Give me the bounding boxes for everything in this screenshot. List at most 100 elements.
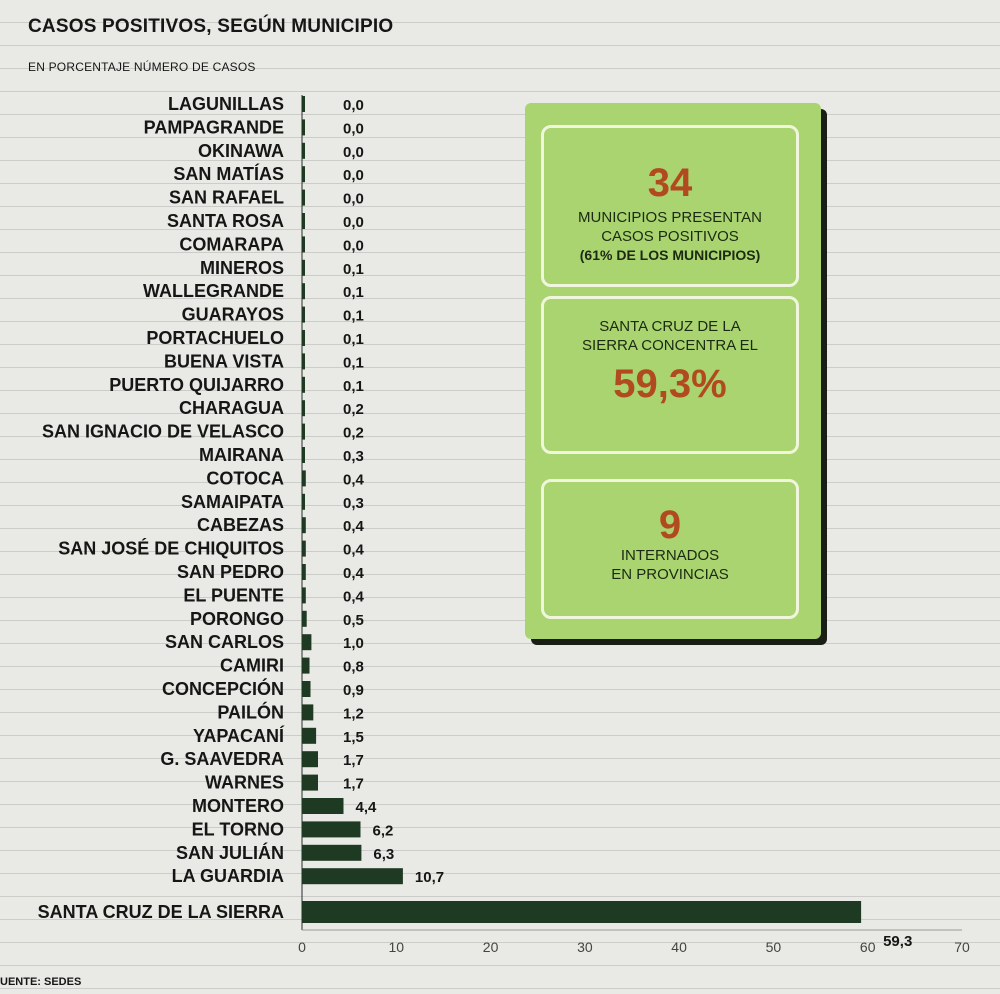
category-label: WALLEGRANDE	[143, 281, 284, 301]
value-label: 0,9	[343, 682, 364, 699]
internados-box: 9 INTERNADOS EN PROVINCIAS	[541, 479, 799, 619]
category-label: G. SAAVEDRA	[160, 749, 284, 769]
value-label: 0,0	[343, 191, 364, 208]
category-label: PORTACHUELO	[146, 328, 284, 348]
bar	[302, 189, 305, 206]
category-label: CAMIRI	[220, 656, 284, 676]
bar	[302, 259, 305, 276]
value-label: 0,4	[343, 588, 365, 605]
bar	[302, 330, 305, 346]
value-label: 0,2	[343, 425, 364, 442]
value-label: 6,2	[373, 822, 394, 839]
value-label: 0,8	[343, 659, 364, 676]
value-label: 6,3	[373, 846, 394, 863]
x-tick-label: 20	[483, 939, 499, 955]
category-label: SANTA ROSA	[167, 211, 284, 231]
municipios-box: 34 MUNICIPIOS PRESENTAN CASOS POSITIVOS …	[541, 125, 799, 287]
bar	[302, 142, 305, 159]
bar	[302, 423, 305, 440]
category-label: COMARAPA	[179, 234, 284, 254]
bar	[302, 236, 305, 253]
category-label: CONCEPCIÓN	[162, 678, 284, 699]
category-label: GUARAYOS	[182, 305, 284, 325]
value-label: 0,3	[343, 448, 364, 465]
category-label: EL PUENTE	[183, 585, 284, 605]
source-note: UENTE: SEDES	[0, 976, 82, 988]
value-label: 0,0	[343, 237, 364, 254]
value-label: 0,1	[343, 261, 364, 278]
category-label: PORONGO	[190, 609, 284, 629]
category-label: CABEZAS	[197, 515, 284, 535]
municipios-line1: MUNICIPIOS PRESENTAN	[578, 209, 762, 226]
municipios-line2: CASOS POSITIVOS	[601, 228, 739, 245]
category-label: SAN IGNACIO DE VELASCO	[42, 422, 284, 442]
bar	[302, 727, 317, 744]
category-label: SAN RAFAEL	[169, 188, 284, 208]
value-label: 0,0	[343, 97, 364, 114]
bar	[302, 283, 305, 300]
value-label: 0,0	[343, 167, 364, 184]
category-label: SANTA CRUZ DE LA SIERRA	[38, 902, 284, 922]
chart-title: CASOS POSITIVOS, SEGÚN MUNICIPIO	[28, 16, 394, 37]
bar	[302, 306, 305, 323]
info-panel: 34 MUNICIPIOS PRESENTAN CASOS POSITIVOS …	[525, 103, 821, 639]
value-label: 1,0	[343, 635, 364, 652]
bar	[302, 540, 306, 557]
bar	[302, 681, 311, 697]
value-label: 0,4	[343, 565, 365, 582]
bar	[302, 751, 318, 768]
value-label: 0,1	[343, 331, 364, 348]
value-label: 0,0	[343, 120, 364, 137]
bar	[302, 353, 305, 370]
x-tick-label: 70	[954, 939, 970, 955]
category-label: BUENA VISTA	[164, 351, 284, 371]
category-label: SAMAIPATA	[181, 492, 284, 512]
category-label: COTOCA	[206, 468, 284, 488]
value-label: 0,2	[343, 401, 364, 418]
category-label: SAN PEDRO	[177, 562, 284, 582]
bar	[302, 798, 344, 814]
bar	[302, 868, 403, 885]
value-label: 0,5	[343, 612, 364, 629]
x-tick-label: 40	[671, 939, 687, 955]
bar	[302, 774, 318, 791]
category-label: MONTERO	[192, 796, 284, 816]
category-label: CHARAGUA	[179, 398, 284, 418]
value-label: 59,3	[883, 933, 912, 950]
bar	[302, 657, 310, 674]
bar	[302, 587, 306, 604]
value-label: 0,1	[343, 308, 364, 325]
category-label: EL TORNO	[192, 819, 284, 839]
municipios-line3: (61% DE LOS MUNICIPIOS)	[579, 247, 761, 263]
bar	[302, 704, 314, 721]
bar	[302, 119, 305, 136]
internados-line1: INTERNADOS	[620, 547, 720, 564]
category-label: LA GUARDIA	[172, 866, 284, 886]
value-label: 0,4	[343, 518, 365, 535]
category-label: PAILÓN	[217, 701, 284, 722]
category-label: MINEROS	[200, 258, 284, 278]
bar	[302, 610, 307, 627]
santa-cruz-box: SANTA CRUZ DE LA SIERRA CONCENTRA EL 59,…	[541, 296, 799, 454]
category-label: SAN JULIÁN	[176, 842, 284, 863]
value-label: 4,4	[356, 799, 378, 816]
value-label: 0,4	[343, 471, 365, 488]
bar	[302, 844, 362, 861]
category-label: PAMPAGRANDE	[144, 117, 284, 137]
x-tick-label: 0	[298, 939, 306, 955]
value-label: 10,7	[415, 869, 444, 886]
santa-cruz-line2: SIERRA CONCENTRA EL	[582, 337, 758, 354]
santa-cruz-percent: 59,3%	[613, 362, 727, 406]
value-label: 1,5	[343, 729, 364, 746]
bar	[302, 517, 306, 534]
value-label: 1,7	[343, 776, 364, 793]
bar	[302, 493, 305, 510]
internados-count: 9	[658, 503, 682, 547]
value-label: 0,3	[343, 495, 364, 512]
category-label: SAN JOSÉ DE CHIQUITOS	[58, 538, 284, 559]
category-label: SAN MATÍAS	[173, 163, 284, 184]
value-label: 0,1	[343, 354, 364, 371]
municipios-count: 34	[647, 161, 693, 205]
internados-line2: EN PROVINCIAS	[611, 566, 729, 583]
category-label: SAN CARLOS	[165, 632, 284, 652]
